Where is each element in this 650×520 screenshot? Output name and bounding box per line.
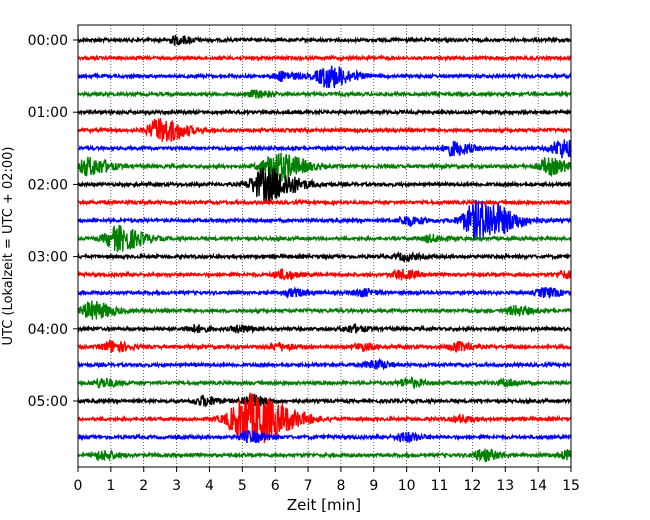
x-axis-label: Zeit [min] (287, 496, 361, 514)
x-tick-label: 7 (304, 478, 313, 494)
trace-0215 (77, 198, 572, 207)
plot-frame (77, 24, 572, 468)
y-tick-label: 05:00 (28, 394, 68, 410)
trace-0000 (77, 34, 572, 47)
x-tick-label: 11 (431, 478, 449, 494)
trace-group (77, 34, 572, 463)
x-tick-label: 4 (205, 478, 214, 494)
trace-0100 (77, 107, 572, 117)
trace-0515 (77, 392, 572, 443)
trace-0245 (77, 224, 572, 252)
x-tick-label: 3 (172, 478, 181, 494)
y-tick-label: 00:00 (28, 33, 68, 49)
x-tick-label: 9 (369, 478, 378, 494)
trace-0145 (77, 152, 572, 182)
trace-0130 (77, 139, 572, 159)
x-tick-label: 15 (562, 478, 580, 494)
y-tick-label: 02:00 (28, 177, 68, 193)
trace-0115 (77, 118, 572, 142)
x-tick-label: 14 (529, 478, 547, 494)
x-tick-label: 1 (106, 478, 115, 494)
trace-0045 (77, 89, 572, 99)
x-tick-label: 10 (398, 478, 416, 494)
trace-0430 (77, 357, 572, 371)
trace-0500 (77, 393, 572, 408)
y-axis: 00:00 01:00 02:00 03:00 04:00 05:00 (28, 33, 78, 410)
trace-0330 (77, 286, 572, 300)
x-tick-label: 5 (238, 478, 247, 494)
x-axis: 0 1 2 3 4 5 6 7 8 9 10 11 12 13 14 15 (74, 467, 580, 494)
x-tick-label: 8 (336, 478, 345, 494)
trace-0030 (77, 65, 572, 89)
x-tick-label: 13 (496, 478, 514, 494)
trace-0315 (77, 268, 572, 281)
trace-0200 (77, 166, 572, 202)
y-axis-label: UTC (Lokalzeit = UTC + 02:00) (1, 147, 16, 346)
y-tick-label: 03:00 (28, 250, 68, 266)
y-tick-label: 01:00 (28, 105, 68, 121)
trace-0400 (77, 323, 572, 335)
x-tick-label: 0 (74, 478, 83, 494)
x-tick-label: 12 (463, 478, 481, 494)
trace-0530 (77, 429, 572, 444)
trace-0230 (77, 199, 572, 240)
x-tick-label: 6 (271, 478, 280, 494)
trace-0445 (77, 375, 572, 390)
trace-0015 (77, 53, 572, 63)
trace-0415 (77, 338, 572, 354)
x-tick-label: 2 (139, 478, 148, 494)
trace-0345 (77, 300, 572, 320)
trace-0545 (77, 448, 572, 463)
y-tick-label: 04:00 (28, 322, 68, 338)
trace-0300 (77, 250, 572, 263)
